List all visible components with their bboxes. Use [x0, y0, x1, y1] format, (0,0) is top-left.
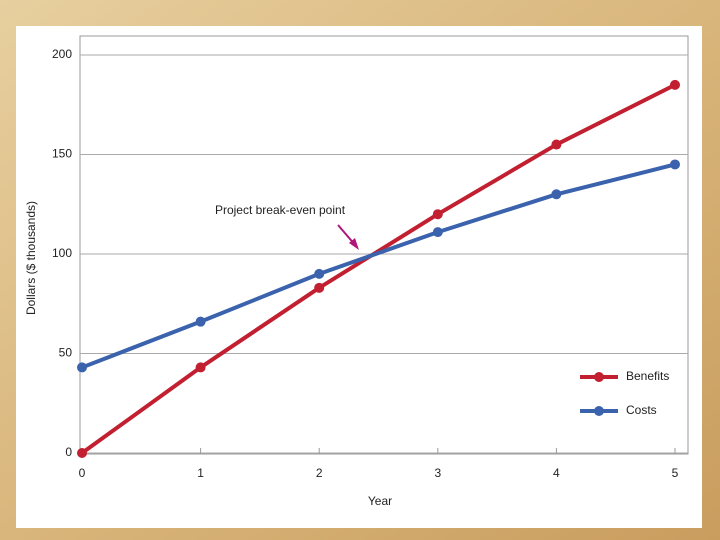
point — [432, 227, 443, 238]
plot-area — [79, 35, 689, 455]
x-tick-label: 0 — [79, 466, 86, 480]
y-tick-label: 100 — [52, 246, 72, 260]
point — [195, 316, 206, 327]
x-tick-label: 3 — [434, 466, 441, 480]
point — [551, 189, 562, 200]
panel — [16, 26, 702, 528]
y-tick-label: 0 — [65, 445, 72, 459]
legend-label: Benefits — [626, 369, 669, 383]
y-axis-label: Dollars ($ thousands) — [24, 201, 38, 315]
point — [77, 362, 87, 373]
y-tick-label: 150 — [52, 147, 72, 161]
x-axis-label: Year — [368, 494, 392, 508]
series-line — [81, 162, 676, 370]
point — [432, 209, 443, 220]
point — [195, 362, 206, 373]
point — [670, 79, 680, 90]
point — [551, 139, 562, 150]
y-tick-label: 50 — [59, 346, 73, 360]
x-tick-label: 5 — [672, 466, 679, 480]
legend-label: Costs — [626, 403, 657, 417]
y-tick-label: 200 — [52, 47, 72, 61]
x-tick-label: 1 — [197, 466, 204, 480]
legend-marker — [594, 406, 604, 416]
point — [670, 159, 680, 170]
annotation-arrowhead — [349, 238, 359, 250]
annotation: Project break-even point — [215, 203, 346, 217]
point — [314, 282, 325, 293]
x-tick-label: 4 — [553, 466, 560, 480]
x-tick-label: 2 — [316, 466, 323, 480]
point — [314, 268, 325, 279]
legend-marker — [594, 372, 604, 382]
point — [77, 448, 87, 458]
